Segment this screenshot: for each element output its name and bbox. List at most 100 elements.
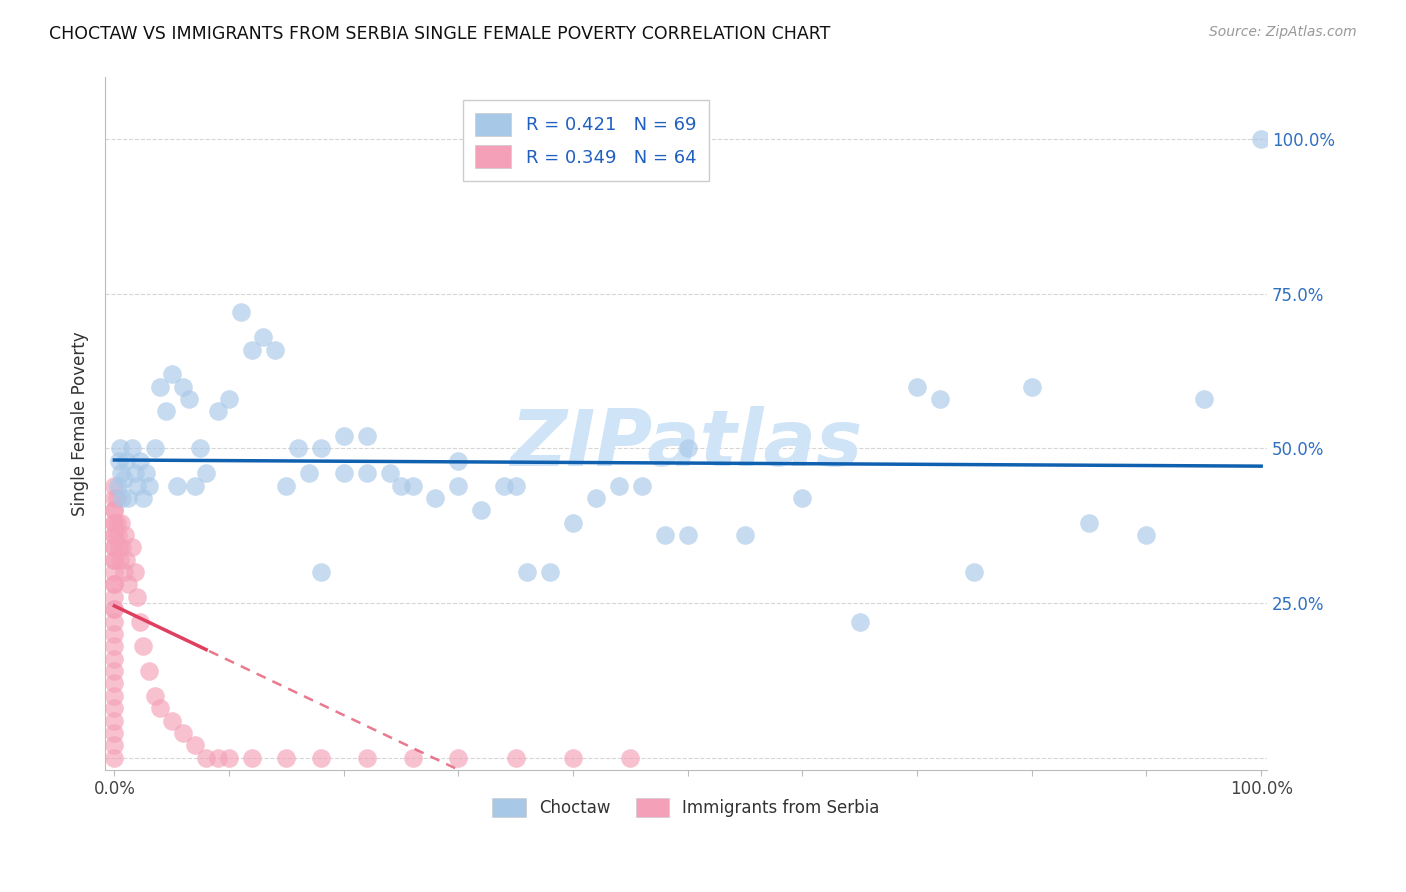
- Point: [103, 714, 125, 728]
- Text: CHOCTAW VS IMMIGRANTS FROM SERBIA SINGLE FEMALE POVERTY CORRELATION CHART: CHOCTAW VS IMMIGRANTS FROM SERBIA SINGLE…: [49, 25, 831, 43]
- Point: [401, 750, 423, 764]
- Point: [110, 466, 132, 480]
- Point: [166, 478, 188, 492]
- Point: [103, 738, 125, 752]
- Point: [103, 726, 125, 740]
- Point: [183, 478, 205, 492]
- Point: [103, 627, 125, 641]
- Text: Source: ZipAtlas.com: Source: ZipAtlas.com: [1209, 25, 1357, 39]
- Point: [103, 491, 125, 505]
- Point: [103, 640, 125, 654]
- Point: [240, 343, 263, 357]
- Point: [128, 615, 150, 629]
- Point: [676, 528, 699, 542]
- Point: [107, 528, 129, 542]
- Point: [538, 565, 561, 579]
- Point: [619, 750, 641, 764]
- Point: [160, 368, 183, 382]
- Point: [172, 379, 194, 393]
- Point: [447, 454, 470, 468]
- Point: [103, 590, 125, 604]
- Point: [1078, 516, 1101, 530]
- Point: [103, 701, 125, 715]
- Point: [356, 466, 378, 480]
- Point: [103, 541, 125, 555]
- Point: [356, 429, 378, 443]
- Point: [127, 478, 149, 492]
- Point: [631, 478, 654, 492]
- Point: [160, 714, 183, 728]
- Text: ZIPatlas: ZIPatlas: [510, 407, 862, 483]
- Point: [114, 528, 136, 542]
- Point: [149, 701, 172, 715]
- Point: [117, 577, 139, 591]
- Point: [112, 565, 135, 579]
- Point: [963, 565, 986, 579]
- Point: [287, 442, 309, 456]
- Point: [115, 454, 138, 468]
- Point: [607, 478, 630, 492]
- Point: [138, 664, 160, 678]
- Point: [183, 738, 205, 752]
- Point: [276, 750, 298, 764]
- Point: [105, 491, 128, 505]
- Point: [103, 602, 125, 616]
- Point: [1135, 528, 1157, 542]
- Point: [470, 503, 492, 517]
- Point: [110, 516, 132, 530]
- Point: [124, 466, 146, 480]
- Point: [207, 404, 229, 418]
- Point: [207, 750, 229, 764]
- Point: [103, 676, 125, 690]
- Point: [103, 516, 125, 530]
- Point: [505, 750, 527, 764]
- Point: [103, 516, 125, 530]
- Point: [112, 472, 135, 486]
- Point: [103, 553, 125, 567]
- Point: [516, 565, 538, 579]
- Point: [332, 429, 354, 443]
- Point: [108, 442, 131, 456]
- Point: [124, 565, 146, 579]
- Point: [103, 689, 125, 703]
- Point: [905, 379, 928, 393]
- Point: [117, 491, 139, 505]
- Point: [309, 750, 332, 764]
- Legend: Choctaw, Immigrants from Serbia: Choctaw, Immigrants from Serbia: [486, 791, 886, 824]
- Point: [562, 516, 585, 530]
- Point: [425, 491, 447, 505]
- Point: [172, 726, 194, 740]
- Point: [103, 615, 125, 629]
- Point: [103, 528, 125, 542]
- Point: [929, 392, 952, 406]
- Point: [389, 478, 412, 492]
- Point: [195, 466, 218, 480]
- Point: [103, 577, 125, 591]
- Point: [103, 750, 125, 764]
- Point: [447, 478, 470, 492]
- Point: [143, 442, 166, 456]
- Point: [240, 750, 263, 764]
- Point: [128, 454, 150, 468]
- Point: [447, 750, 470, 764]
- Point: [103, 602, 125, 616]
- Point: [562, 750, 585, 764]
- Point: [155, 404, 177, 418]
- Point: [135, 466, 157, 480]
- Point: [103, 664, 125, 678]
- Point: [105, 516, 128, 530]
- Point: [505, 478, 527, 492]
- Point: [264, 343, 287, 357]
- Point: [111, 541, 134, 555]
- Point: [792, 491, 814, 505]
- Point: [585, 491, 607, 505]
- Point: [1021, 379, 1043, 393]
- Point: [309, 565, 332, 579]
- Point: [1250, 132, 1272, 146]
- Point: [849, 615, 872, 629]
- Point: [107, 478, 129, 492]
- Point: [138, 478, 160, 492]
- Point: [654, 528, 676, 542]
- Point: [734, 528, 756, 542]
- Point: [121, 442, 143, 456]
